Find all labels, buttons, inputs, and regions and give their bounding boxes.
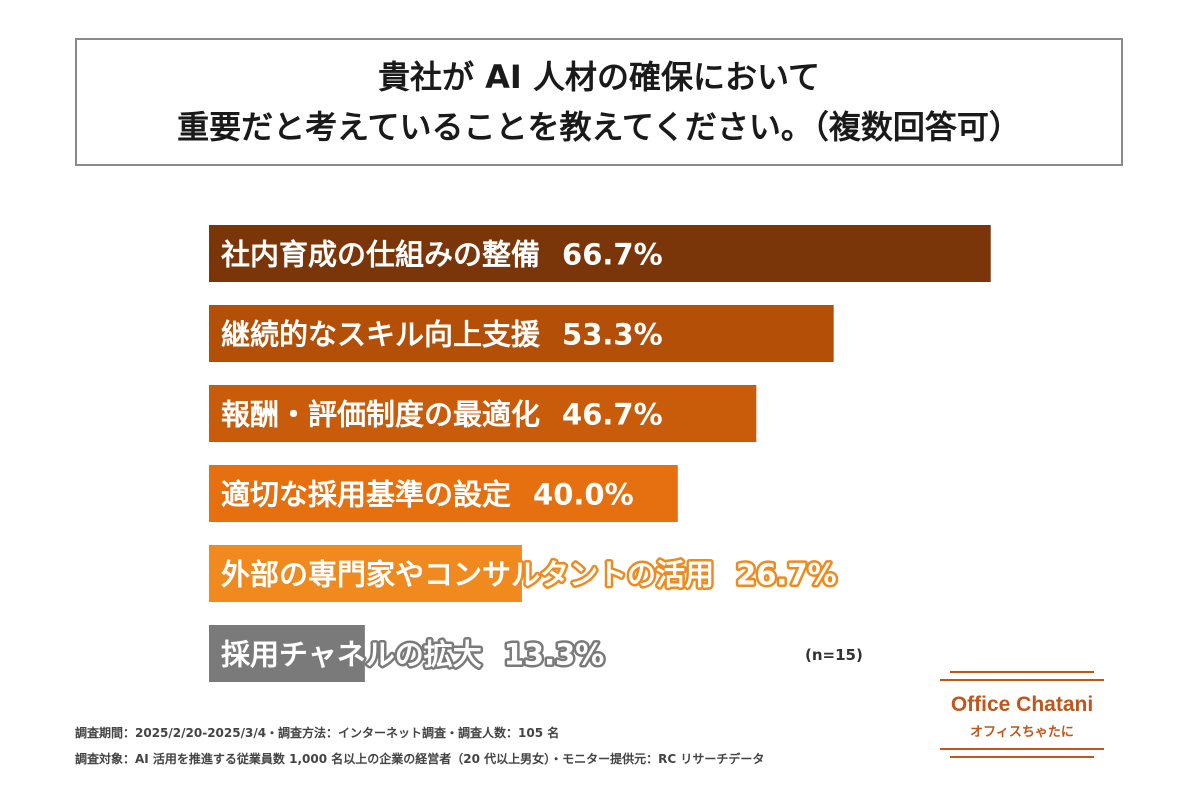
bar-label-3: 報酬・評価制度の最適化 46.7% (221, 398, 663, 432)
logo-sub-text: オフィスちゃたに (970, 725, 1074, 740)
category-label-1: 社内育成の仕組みの整備 (221, 238, 540, 272)
value-label-1: 66.7% (562, 238, 663, 272)
bar-6 (209, 625, 365, 682)
value-label-4: 40.0% (533, 478, 634, 512)
office-chatani-logo: Office Chatani オフィスちゃたに (936, 668, 1108, 768)
value-label-2: 53.3% (562, 318, 663, 352)
bar-label-6: 採用チャネルの拡大 13.3% (221, 638, 604, 672)
title-box: 貴社が AI 人材の確保において 重要だと考えていることを教えてください。（複数… (75, 38, 1123, 166)
bar-label-2: 継続的なスキル向上支援 53.3% (221, 318, 663, 352)
bar-1 (209, 225, 991, 282)
category-label-6: 採用チャネルの拡大 (221, 638, 482, 672)
category-label-4: 適切な採用基準の設定 (221, 478, 511, 512)
logo-rule-bottom-2 (950, 756, 1094, 758)
category-label-2: 継続的なスキル向上支援 (221, 318, 541, 352)
category-label-3: 報酬・評価制度の最適化 (221, 398, 540, 432)
title-line-2: 重要だと考えていることを教えてください。（複数回答可） (177, 108, 1021, 146)
value-label-5: 26.7% (736, 558, 837, 592)
value-label-6: 13.3% (504, 638, 605, 672)
bar-5 (209, 545, 522, 602)
bar-4 (209, 465, 678, 522)
logo-rule-bottom-1 (940, 748, 1104, 750)
value-label-3: 46.7% (562, 398, 663, 432)
bar-3 (209, 385, 757, 442)
title-line-1: 貴社が AI 人材の確保において (378, 58, 820, 96)
category-label-5: 外部の専門家やコンサルタントの活用 (221, 558, 714, 592)
bar-label-4: 適切な採用基準の設定 40.0% (221, 478, 634, 512)
bar-label-1: 社内育成の仕組みの整備 66.7% (221, 238, 663, 272)
bar-label-5: 外部の専門家やコンサルタントの活用 26.7% (221, 558, 837, 592)
footnote-survey-target: 調査対象：AI 活用を推進する従業員数 1,000 名以上の企業の経営者（20 … (75, 752, 765, 766)
logo-rule-top-1 (950, 671, 1094, 673)
footnote-survey-period: 調査期間：2025/2/20-2025/3/4・調査方法：インターネット調査・調… (75, 726, 560, 740)
bar-2 (209, 305, 834, 362)
logo-main-text: Office Chatani (950, 693, 1094, 716)
sample-size-label: (n=15) (805, 646, 863, 664)
logo-rule-top-2 (940, 679, 1104, 681)
